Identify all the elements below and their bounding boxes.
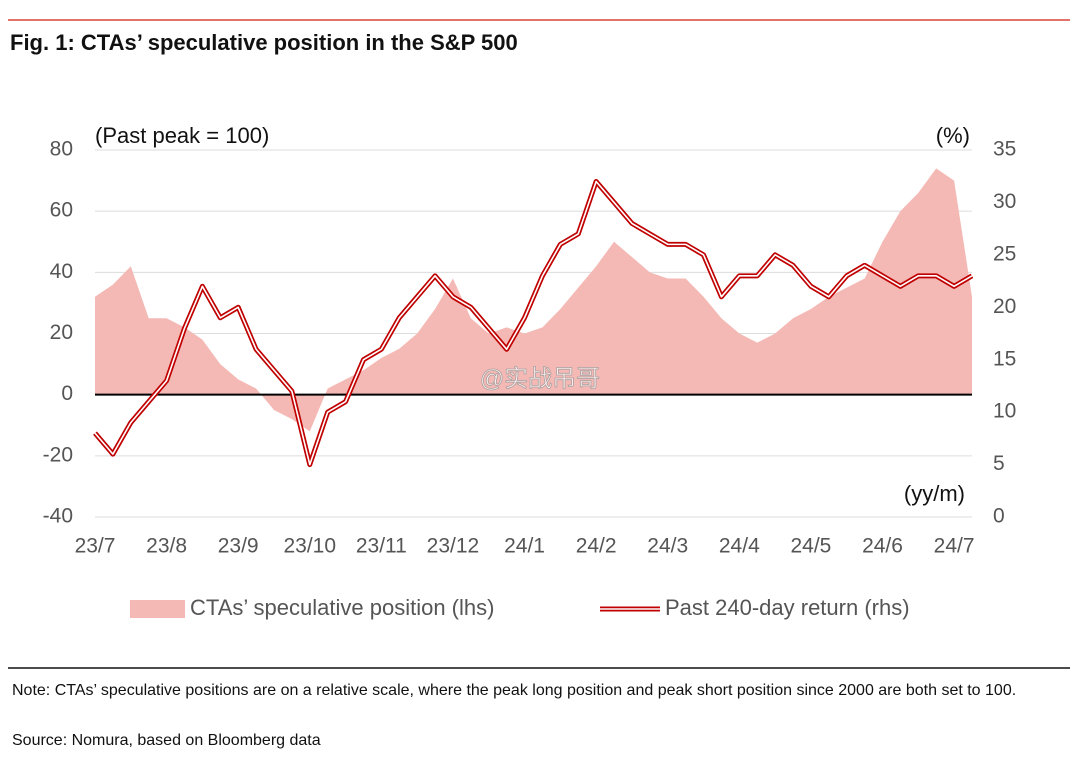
left-unit: (Past peak = 100) xyxy=(95,123,269,148)
x-tick-label: 23/8 xyxy=(146,535,187,558)
x-tick-label: 23/10 xyxy=(283,535,336,558)
y-tick-label: 40 xyxy=(50,260,73,283)
y2-tick-label: 25 xyxy=(993,242,1016,265)
note: Note: CTAs’ speculative positions are on… xyxy=(12,682,1017,699)
chart-title: Fig. 1: CTAs’ speculative position in th… xyxy=(10,30,518,55)
y-tick-label: 20 xyxy=(50,321,73,344)
legend-label: Past 240-day return (rhs) xyxy=(665,595,910,620)
area xyxy=(95,168,972,432)
x-tick-label: 24/5 xyxy=(790,535,831,558)
source: Source: Nomura, based on Bloomberg data xyxy=(12,732,321,749)
y-tick-label: 0 xyxy=(61,382,73,405)
line-inner xyxy=(94,180,973,466)
legend-label: CTAs’ speculative position (lhs) xyxy=(190,595,494,620)
x-tick-label: 24/6 xyxy=(862,535,903,558)
x-tick-label: 24/3 xyxy=(647,535,688,558)
y2-tick-label: 35 xyxy=(993,138,1016,161)
y-tick-label: -40 xyxy=(43,505,73,528)
y2-tick-label: 0 xyxy=(993,505,1005,528)
y-tick-label: 60 xyxy=(50,199,73,222)
y2-tick-label: 5 xyxy=(993,452,1005,475)
x-tick-label: 23/12 xyxy=(427,535,480,558)
y2-tick-label: 15 xyxy=(993,347,1016,370)
y2-tick-label: 30 xyxy=(993,190,1016,213)
watermark: @实战吊哥 xyxy=(480,365,600,392)
x-tick-label: 23/7 xyxy=(75,535,116,558)
y-tick-label: -20 xyxy=(43,443,73,466)
legend-swatch xyxy=(130,600,185,618)
x-tick-label: 23/11 xyxy=(356,535,407,558)
x-tick-label: 24/2 xyxy=(576,535,617,558)
y2-tick-label: 10 xyxy=(993,400,1016,423)
x-tick-label: 23/9 xyxy=(218,535,259,558)
x-tick-label: 24/4 xyxy=(719,535,760,558)
x-tick-label: 24/7 xyxy=(934,535,975,558)
x-unit: (yy/m) xyxy=(904,481,965,506)
y-tick-label: 80 xyxy=(50,138,73,161)
y2-tick-label: 20 xyxy=(993,295,1016,318)
x-tick-label: 24/1 xyxy=(504,535,545,558)
right-unit: (%) xyxy=(936,123,970,148)
